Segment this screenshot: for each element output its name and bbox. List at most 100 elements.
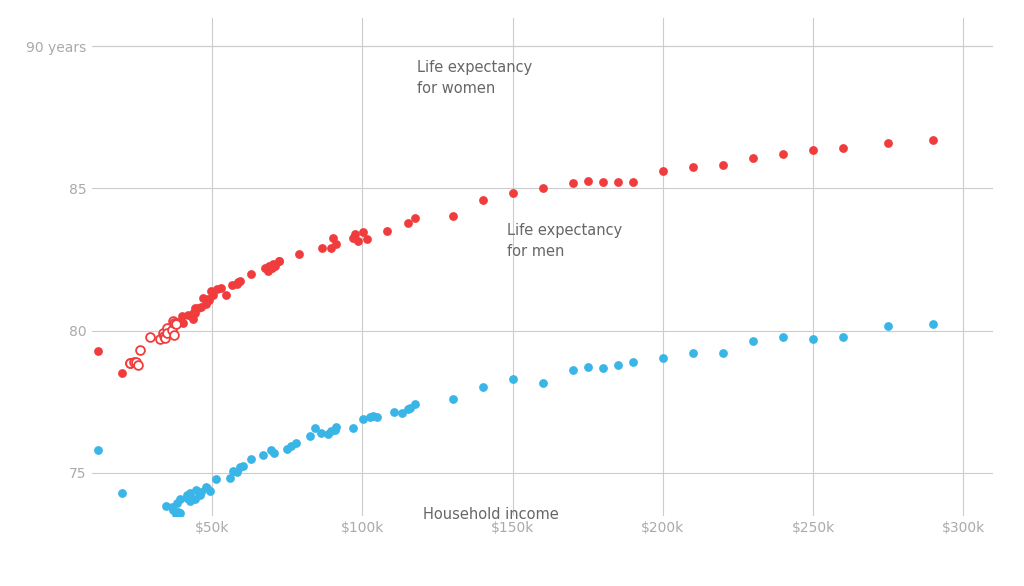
Point [265, 259, 282, 268]
Point [255, 451, 271, 460]
Point [279, 445, 295, 454]
Point [394, 408, 411, 418]
Point [181, 489, 198, 498]
Point [140, 523, 157, 533]
Point [580, 362, 596, 372]
Point [685, 349, 701, 358]
Point [835, 332, 851, 342]
Point [265, 449, 282, 458]
Point [159, 323, 175, 332]
Point [127, 357, 143, 367]
Point [155, 517, 171, 527]
Point [355, 415, 372, 424]
Point [654, 167, 671, 176]
Point [302, 431, 318, 441]
Point [775, 332, 792, 342]
Point [198, 482, 214, 491]
Point [208, 474, 224, 483]
Point [169, 499, 185, 508]
Point [90, 346, 106, 355]
Point [225, 466, 242, 476]
Point [172, 508, 188, 517]
Point [234, 462, 251, 471]
Point [153, 335, 169, 344]
Point [401, 404, 418, 413]
Point [191, 490, 208, 500]
Point [271, 257, 288, 266]
Text: Household income: Household income [423, 507, 558, 522]
Point [121, 550, 137, 560]
Point [155, 329, 171, 338]
Point [134, 540, 151, 549]
Point [174, 318, 190, 328]
Text: Life expectancy
for women: Life expectancy for women [417, 60, 531, 96]
Point [880, 322, 896, 331]
Point [715, 160, 731, 169]
Point [174, 311, 190, 321]
Point [191, 489, 208, 499]
Point [580, 176, 596, 186]
Point [231, 462, 248, 471]
Point [190, 304, 207, 313]
Point [178, 493, 195, 503]
Point [114, 488, 130, 498]
Point [166, 330, 182, 339]
Text: Life expectancy
for men: Life expectancy for men [507, 223, 622, 258]
Point [221, 473, 238, 483]
Point [321, 430, 337, 439]
Point [179, 490, 196, 499]
Point [564, 178, 581, 188]
Point [185, 314, 202, 323]
Point [444, 211, 461, 220]
Point [564, 366, 581, 375]
Point [326, 233, 342, 243]
Point [386, 407, 402, 416]
Point [185, 308, 202, 317]
Point [271, 256, 288, 265]
Point [256, 263, 272, 272]
Point [595, 363, 611, 373]
Point [283, 441, 299, 451]
Point [164, 326, 180, 335]
Point [156, 331, 172, 340]
Point [328, 422, 344, 431]
Point [291, 250, 307, 259]
Point [205, 291, 221, 300]
Point [199, 483, 215, 493]
Point [181, 496, 198, 506]
Point [122, 558, 138, 567]
Point [142, 332, 159, 342]
Point [165, 505, 181, 515]
Point [126, 537, 142, 546]
Point [715, 348, 731, 357]
Point [775, 150, 792, 159]
Point [159, 328, 175, 338]
Point [505, 374, 521, 383]
Point [218, 290, 234, 299]
Point [165, 316, 181, 325]
Point [90, 445, 106, 455]
Point [164, 502, 180, 511]
Point [399, 404, 416, 413]
Point [168, 319, 184, 328]
Point [314, 243, 331, 253]
Point [354, 227, 371, 237]
Point [328, 240, 344, 249]
Point [266, 261, 283, 270]
Point [195, 293, 211, 302]
Point [146, 528, 163, 537]
Point [474, 195, 490, 205]
Point [201, 295, 217, 305]
Point [212, 283, 228, 292]
Point [166, 319, 182, 328]
Point [625, 357, 641, 366]
Point [288, 438, 304, 448]
Point [345, 423, 361, 432]
Point [243, 270, 259, 279]
Point [609, 360, 626, 370]
Point [186, 303, 203, 312]
Point [925, 320, 941, 329]
Point [185, 309, 202, 318]
Point [595, 177, 611, 186]
Point [263, 264, 280, 273]
